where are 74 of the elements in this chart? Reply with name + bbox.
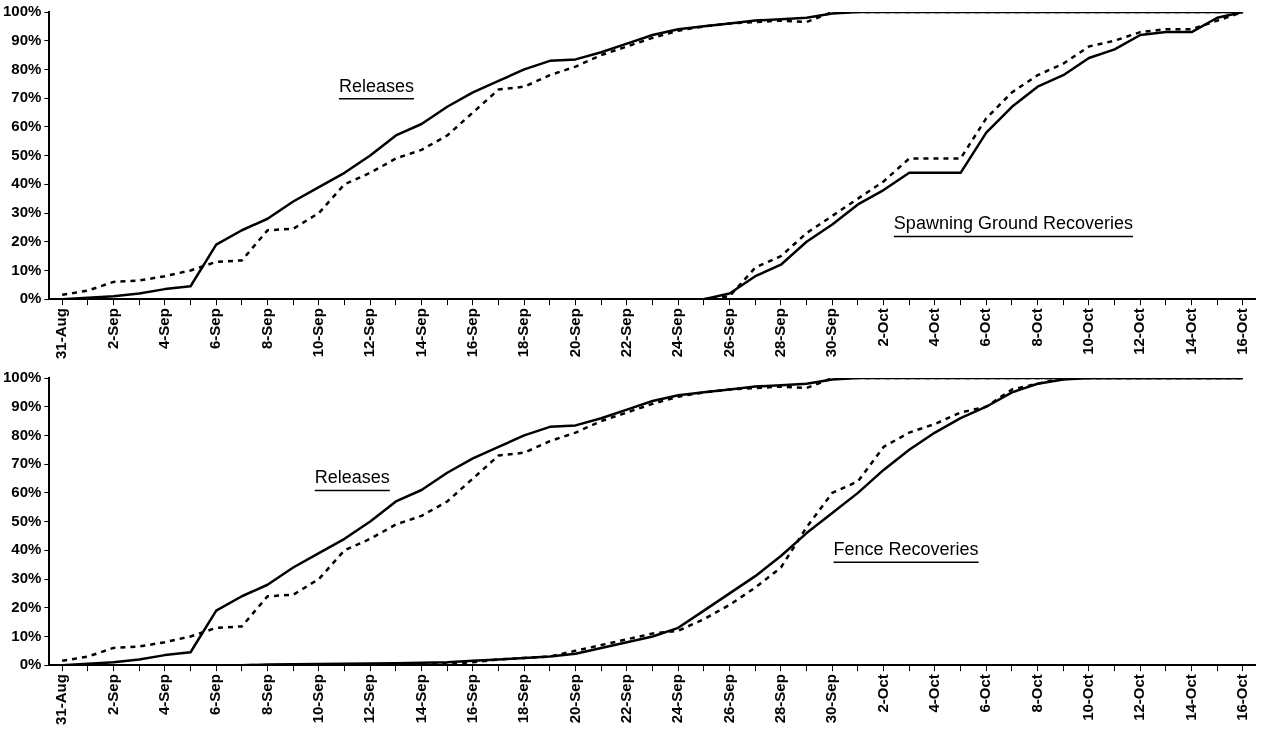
y-tick-label: 10% [11, 260, 42, 278]
x-tick-label: 4-Sep [155, 674, 173, 716]
x-tick-label: 31-Aug [52, 674, 70, 726]
x-tick-label: 8-Sep [257, 308, 275, 350]
y-tick-label: 50% [11, 511, 42, 529]
x-tick-label: 4-Oct [925, 308, 943, 347]
x-tick-label: 4-Sep [155, 308, 173, 350]
x-tick-label: 4-Oct [925, 674, 943, 713]
x-tick-label: 16-Sep [463, 674, 481, 724]
x-tick-label: 14-Oct [1181, 674, 1199, 721]
x-tick-label: 2-Sep [103, 308, 121, 350]
x-tick-label: 14-Oct [1181, 308, 1199, 355]
x-tick-label: 18-Sep [514, 674, 532, 724]
y-tick-label: 90% [11, 30, 42, 48]
y-tick-label: 20% [11, 231, 42, 249]
y-tick-label: 60% [11, 117, 42, 135]
y-tick-label: 20% [11, 597, 42, 615]
x-tick-label: 10-Oct [1079, 308, 1097, 355]
x-tick-label: 8-Oct [1027, 674, 1045, 713]
y-tick-label: 90% [11, 396, 42, 414]
x-tick-label: 2-Oct [873, 308, 891, 347]
x-tick-label: 31-Aug [52, 308, 70, 360]
y-tick-label: 0% [19, 289, 42, 307]
x-tick-label: 8-Oct [1027, 308, 1045, 347]
x-tick-label: 12-Oct [1130, 308, 1148, 355]
x-tick-label: 10-Sep [309, 308, 327, 358]
y-tick-label: 30% [11, 569, 42, 587]
x-tick-label: 20-Sep [565, 674, 583, 724]
x-tick-label: 12-Sep [360, 308, 378, 358]
x-tick-label: 16-Oct [1233, 674, 1251, 721]
x-tick-label: 10-Sep [309, 674, 327, 724]
x-tick-label: 30-Sep [822, 308, 840, 358]
x-tick-label: 18-Sep [514, 308, 532, 358]
annotation: Fence Recoveries [833, 539, 979, 560]
y-tick-label: 40% [11, 540, 42, 558]
annotation: Releases [314, 467, 390, 488]
x-tick-label: 14-Sep [411, 308, 429, 358]
x-tick-label: 24-Sep [668, 674, 686, 724]
x-tick-label: 2-Sep [103, 674, 121, 716]
y-tick-label: 60% [11, 483, 42, 501]
x-tick-label: 16-Oct [1233, 308, 1251, 355]
y-tick-label: 70% [11, 454, 42, 472]
x-tick-label: 6-Oct [976, 674, 994, 713]
x-tick-label: 26-Sep [719, 308, 737, 358]
y-tick-label: 10% [11, 626, 42, 644]
y-tick-label: 80% [11, 425, 42, 443]
x-tick-label: 24-Sep [668, 308, 686, 358]
x-tick-label: 6-Sep [206, 308, 224, 350]
y-tick-label: 100% [2, 2, 42, 20]
x-tick-label: 28-Sep [771, 308, 789, 358]
x-tick-label: 12-Sep [360, 674, 378, 724]
x-tick-label: 14-Sep [411, 674, 429, 724]
annotation: Releases [338, 75, 414, 96]
x-tick-label: 8-Sep [257, 674, 275, 716]
x-tick-label: 6-Oct [976, 308, 994, 347]
x-tick-label: 30-Sep [822, 674, 840, 724]
x-tick-label: 16-Sep [463, 308, 481, 358]
y-tick-label: 100% [2, 368, 42, 386]
y-tick-label: 30% [11, 203, 42, 221]
y-tick-label: 80% [11, 59, 42, 77]
y-tick-label: 40% [11, 174, 42, 192]
y-tick-label: 50% [11, 145, 42, 163]
x-tick-label: 22-Sep [617, 674, 635, 724]
y-tick-label: 70% [11, 88, 42, 106]
x-tick-label: 22-Sep [617, 308, 635, 358]
x-tick-label: 10-Oct [1079, 674, 1097, 721]
x-tick-label: 6-Sep [206, 674, 224, 716]
x-tick-label: 12-Oct [1130, 674, 1148, 721]
x-tick-label: 28-Sep [771, 674, 789, 724]
y-tick-label: 0% [19, 655, 42, 673]
x-tick-label: 26-Sep [719, 674, 737, 724]
x-tick-label: 2-Oct [873, 674, 891, 713]
annotation: Spawning Ground Recoveries [893, 213, 1133, 234]
x-tick-label: 20-Sep [565, 308, 583, 358]
